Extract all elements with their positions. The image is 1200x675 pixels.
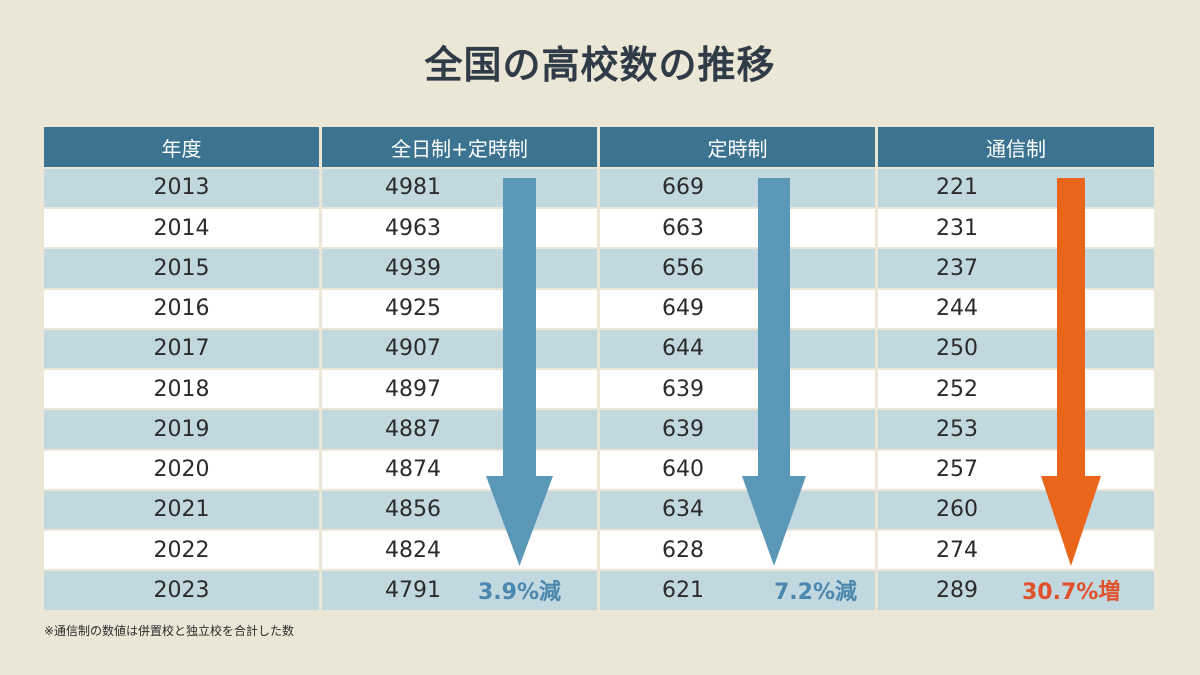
change-label-fulltime-parttime: 3.9%減 — [478, 580, 562, 606]
cell-fulltime-parttime: 4925 — [322, 289, 597, 328]
cell-correspondence: 260 — [878, 490, 1154, 529]
table-row: 2017 4907 644 250 — [44, 329, 1154, 368]
cell-parttime: 669 — [600, 168, 875, 207]
cell-correspondence: 257 — [878, 450, 1154, 489]
table-row: 2016 4925 649 244 — [44, 289, 1154, 328]
cell-fulltime-parttime: 4824 — [322, 531, 597, 570]
cell-correspondence: 231 — [878, 209, 1154, 248]
cell-parttime: 644 — [600, 329, 875, 368]
cell-parttime: 634 — [600, 490, 875, 529]
cell-parttime: 639 — [600, 370, 875, 409]
cell-fulltime-parttime: 4897 — [322, 370, 597, 409]
cell-fulltime-parttime: 4874 — [322, 450, 597, 489]
table-row: 2023 4791 621 289 3.9%減 7.2%減 30.7%増 — [44, 571, 1154, 610]
table-row: 2021 4856 634 260 — [44, 490, 1154, 529]
cell-fulltime-parttime: 4981 — [322, 168, 597, 207]
cell-fulltime-parttime: 4887 — [322, 410, 597, 449]
data-table: 年度 全日制+定時制 定時制 通信制 2013 4981 669 221 2014 496… — [44, 127, 1154, 610]
cell-fulltime-parttime: 4939 — [322, 249, 597, 288]
cell-parttime: 628 — [600, 531, 875, 570]
cell-parttime: 640 — [600, 450, 875, 489]
cell-parttime: 656 — [600, 249, 875, 288]
cell-parttime: 649 — [600, 289, 875, 328]
cell-fulltime-parttime: 4791 — [322, 571, 597, 610]
cell-correspondence: 237 — [878, 249, 1154, 288]
cell-correspondence: 250 — [878, 329, 1154, 368]
cell-year: 2017 — [44, 329, 319, 368]
table-row: 2022 4824 628 274 — [44, 531, 1154, 570]
table-row: 2014 4963 663 231 — [44, 209, 1154, 248]
cell-correspondence: 244 — [878, 289, 1154, 328]
cell-parttime: 663 — [600, 209, 875, 248]
header-correspondence: 通信制 — [878, 127, 1154, 168]
table-row: 2015 4939 656 237 — [44, 249, 1154, 288]
change-label-correspondence: 30.7%増 — [1022, 580, 1121, 606]
cell-year: 2020 — [44, 450, 319, 489]
cell-year: 2022 — [44, 531, 319, 570]
cell-correspondence: 253 — [878, 410, 1154, 449]
page-title: 全国の高校数の推移 — [424, 43, 776, 87]
cell-fulltime-parttime: 4963 — [322, 209, 597, 248]
cell-year: 2013 — [44, 168, 319, 207]
cell-parttime: 639 — [600, 410, 875, 449]
cell-parttime: 621 — [600, 571, 875, 610]
change-label-parttime: 7.2%減 — [774, 580, 858, 606]
table-row: 2018 4897 639 252 — [44, 370, 1154, 409]
cell-year: 2015 — [44, 249, 319, 288]
cell-year: 2021 — [44, 490, 319, 529]
cell-year: 2018 — [44, 370, 319, 409]
cell-correspondence: 221 — [878, 168, 1154, 207]
cell-correspondence: 274 — [878, 531, 1154, 570]
table-header-row: 年度 全日制+定時制 定時制 通信制 — [44, 127, 1154, 168]
cell-year: 2016 — [44, 289, 319, 328]
cell-fulltime-parttime: 4856 — [322, 490, 597, 529]
cell-correspondence: 289 — [878, 571, 1154, 610]
table-row: 2013 4981 669 221 — [44, 168, 1154, 207]
cell-fulltime-parttime: 4907 — [322, 329, 597, 368]
header-parttime: 定時制 — [600, 127, 875, 168]
header-fulltime-parttime: 全日制+定時制 — [322, 127, 597, 168]
footnote: ※通信制の数値は併置校と独立校を合計した数 — [44, 624, 295, 638]
table-row: 2019 4887 639 253 — [44, 410, 1154, 449]
cell-year: 2019 — [44, 410, 319, 449]
header-year: 年度 — [44, 127, 319, 168]
cell-year: 2014 — [44, 209, 319, 248]
cell-correspondence: 252 — [878, 370, 1154, 409]
table-row: 2020 4874 640 257 — [44, 450, 1154, 489]
cell-year: 2023 — [44, 571, 319, 610]
